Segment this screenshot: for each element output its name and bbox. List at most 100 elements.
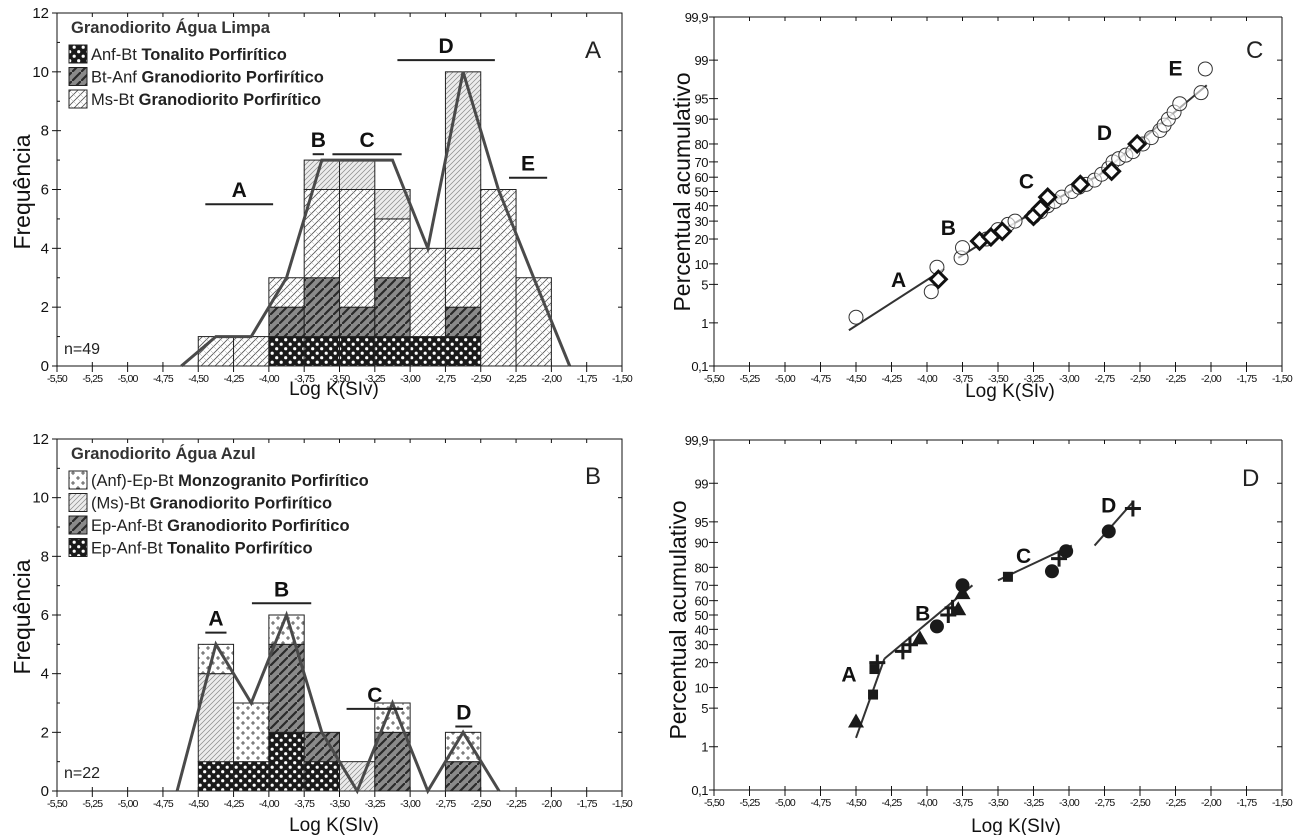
panel-b-legend-swatch	[68, 515, 88, 535]
panel-b-xtick-label: -3,50	[330, 798, 351, 810]
panel-c-xtick-label: -2,25	[1166, 373, 1187, 385]
panel-a-bar-segment	[197, 336, 235, 367]
panel-d-point-square	[1002, 571, 1013, 582]
panel-d-xtick-label: -1,50	[1272, 797, 1293, 809]
panel-c-xtick-label: -4,00	[917, 373, 938, 385]
panel-d-fit-lines	[855, 501, 1134, 739]
panel-a-xtick-label: -1,50	[612, 373, 633, 385]
panel-c-letter: C	[1246, 37, 1263, 64]
panel-b-frequency-line	[175, 610, 501, 795]
panel-c-xtick-label: -5,50	[704, 373, 725, 385]
panel-c-xtick-label: -5,00	[775, 373, 796, 385]
panel-b-bar-segment	[374, 731, 411, 792]
panel-a-xtick-label: -2,00	[541, 373, 562, 385]
panel-a-bar-segment	[303, 336, 340, 367]
panel-c-ytick-label: 95	[695, 92, 709, 107]
panel-a-xtick-label: -2,50	[471, 373, 492, 385]
panel-d-group-label: A	[841, 664, 856, 687]
panel-c-point-diamond	[1030, 198, 1051, 219]
panel-a-group-markers: A B C D E	[205, 35, 548, 206]
panel-d-xtick-label: -3,50	[988, 797, 1009, 809]
panel-a-legend: Granodiorito Água Limpa Anf-Bt Tonalito P…	[68, 18, 324, 109]
panel-d-points	[848, 500, 1141, 728]
panel-c-xtick-label: -2,50	[1130, 373, 1151, 385]
panel-d-xtick-label: -5,50	[704, 797, 725, 809]
panel-c-point-diamond	[1101, 161, 1122, 182]
panel-a-xtick-label: -3,50	[330, 373, 351, 385]
panel-c-ytick-label: 10	[695, 257, 709, 272]
panel-d-ytick-label: 99,9	[685, 433, 709, 448]
panel-d-ytick-label: 90	[695, 535, 709, 550]
panel-c-point-diamond	[1127, 133, 1148, 155]
panel-c-ytick-label: 40	[695, 199, 709, 214]
panel-a-bar-segment	[444, 71, 482, 249]
panel-a-legend-prefix: Anf-Bt	[91, 46, 141, 64]
panel-a-legend-swatch	[68, 89, 88, 109]
panel-c-group-label: D	[1097, 122, 1112, 145]
panel-b-bar-segment	[303, 731, 340, 763]
panel-c-ytick-label: 30	[695, 214, 709, 229]
panel-a-legend-title: Granodiorito Água Limpa	[71, 18, 271, 37]
panel-a-legend-prefix: Bt-Anf	[91, 69, 141, 87]
panel-c-xtick-label: -1,50	[1272, 373, 1293, 385]
panel-b-ytick-label: 12	[32, 431, 49, 448]
panel-c-xtick-label: -4,75	[811, 373, 832, 385]
panel-a-xtick-label: -5,50	[47, 373, 68, 385]
panel-a-n-label: n=49	[64, 341, 100, 358]
panel-d-ytick-label: 40	[695, 622, 709, 637]
panel-b-legend-label: Tonalito Porfirítico	[167, 540, 312, 558]
panel-d-xtick-label: -2,75	[1095, 797, 1116, 809]
panel-d-ytick-label: 0,1	[691, 783, 708, 798]
panel-a-bar-segment	[515, 277, 552, 367]
panel-d-point-plus	[901, 636, 918, 653]
panel-c-point-circle	[1172, 96, 1188, 112]
panel-b-legend-title: Granodiorito Água Azul	[71, 444, 256, 463]
panel-d-frame	[713, 440, 1283, 791]
panel-a-frequency-line	[180, 71, 572, 368]
panel-b-bar-segment	[339, 761, 376, 792]
panel-a-bars	[197, 71, 552, 367]
panel-d-ylabel: Percentual acumulativo	[665, 500, 691, 739]
panel-b-legend-entry: Ep-Anf-Bt Granodiorito Porfirítico	[91, 517, 350, 535]
panel-a-ytick-label: 0	[41, 358, 49, 375]
panel-d-point-plus	[869, 654, 886, 671]
panel-c-ytick-label: 90	[695, 112, 709, 127]
panel-d-xtick-label: -2,25	[1166, 797, 1187, 809]
panel-d-group-label: B	[915, 603, 930, 626]
panel-c-group-label: E	[1168, 58, 1182, 81]
panel-b-legend-prefix: Ep-Anf-Bt	[91, 540, 167, 558]
panel-d-xtick-label: -4,75	[811, 797, 832, 809]
panel-b-bar-segment	[444, 731, 482, 763]
panel-d-xtick-label: -5,25	[740, 797, 761, 809]
panel-a-bar-segment	[339, 159, 376, 190]
panel-d-ytick-label: 50	[695, 608, 709, 623]
panel-a-ytick-label: 12	[32, 5, 49, 22]
panel-a-bar-segment	[233, 336, 270, 367]
panel-d-letter: D	[1242, 465, 1259, 492]
panel-b-legend-swatch	[68, 538, 88, 557]
panel-b-xtick-label: -4,75	[153, 798, 174, 810]
panel-b-ytick-label: 0	[41, 783, 49, 800]
panel-c-xtick-label: -3,75	[953, 373, 974, 385]
panel-a-bar-segment	[374, 189, 411, 220]
panel-c-xtick-label: -3,00	[1059, 373, 1080, 385]
panel-b-legend-entry: (Anf)-Ep-Bt Monzogranito Porfirítico	[91, 472, 369, 490]
panel-d-ytick-label: 20	[695, 656, 709, 671]
panel-b-xtick-label: -3,25	[365, 798, 386, 810]
panel-a-xlabel: Log K(SIv)	[289, 379, 379, 400]
panel-d-point-filled-circle	[1101, 524, 1116, 539]
panel-c-ytick-label: 80	[695, 137, 709, 152]
panel-b-xtick-label: -2,25	[506, 798, 527, 810]
panel-c-xtick-label: -2,00	[1201, 373, 1222, 385]
panel-d-xtick-label: -5,00	[775, 797, 796, 809]
panel-b-ylabel: Frequência	[9, 559, 35, 674]
panel-a-legend-swatch	[68, 67, 88, 86]
panel-a-bar-segment	[268, 336, 305, 367]
panel-b-xtick-label: -1,75	[577, 798, 598, 810]
panel-a-bar-segment	[444, 306, 482, 338]
panel-d-xtick-label: -3,75	[953, 797, 974, 809]
panel-d-point-plus	[1124, 500, 1141, 517]
panel-b-group-markers: A B C D	[205, 578, 473, 728]
panel-c-point-diamond	[928, 269, 949, 290]
panel-c-ytick-label: 60	[695, 170, 709, 185]
